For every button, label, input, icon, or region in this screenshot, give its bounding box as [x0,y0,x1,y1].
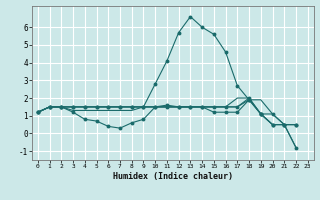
X-axis label: Humidex (Indice chaleur): Humidex (Indice chaleur) [113,172,233,181]
